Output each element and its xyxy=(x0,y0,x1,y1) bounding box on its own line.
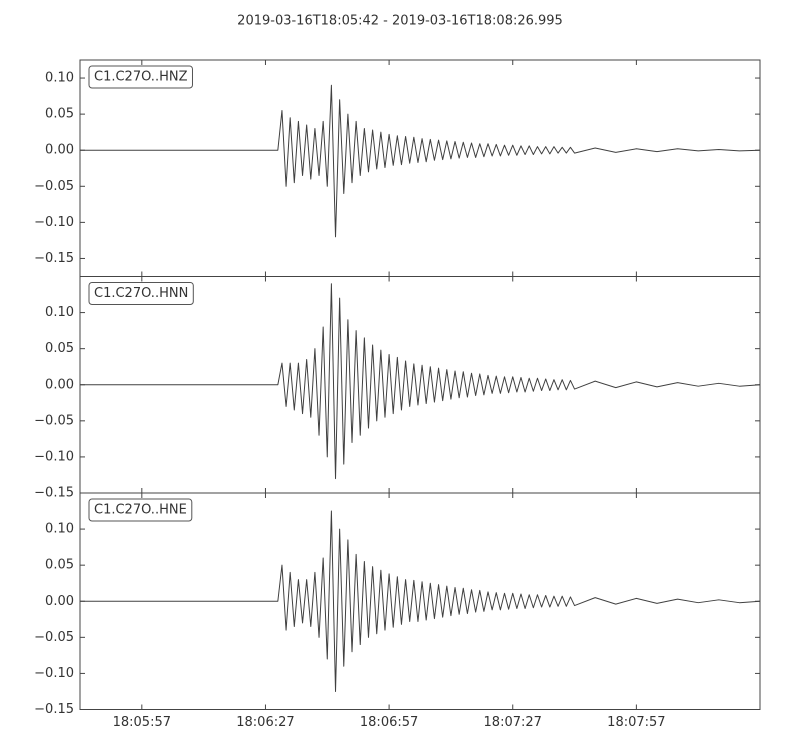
x-tick-label: 18:05:57 xyxy=(113,715,171,730)
y-tick-label: −0.15 xyxy=(34,486,74,501)
trace-label: C1.C27O..HNN xyxy=(94,286,188,301)
y-tick-label: −0.05 xyxy=(34,630,74,645)
x-tick-label: 18:06:27 xyxy=(236,715,294,730)
y-tick-label: 0.00 xyxy=(45,377,74,392)
trace xyxy=(80,84,761,238)
trace xyxy=(80,510,761,692)
x-tick-label: 18:07:57 xyxy=(607,715,665,730)
y-tick-label: −0.10 xyxy=(34,215,74,230)
x-tick-label: 18:06:57 xyxy=(360,715,418,730)
y-tick-label: 0.10 xyxy=(45,522,74,537)
y-tick-label: −0.15 xyxy=(34,251,74,266)
y-tick-label: 0.05 xyxy=(45,558,74,573)
y-tick-label: −0.05 xyxy=(34,413,74,428)
y-tick-label: −0.10 xyxy=(34,449,74,464)
trace-label-box xyxy=(88,282,194,305)
trace xyxy=(80,283,761,480)
y-tick-label: −0.10 xyxy=(34,666,74,681)
y-tick-label: −0.05 xyxy=(34,179,74,194)
y-tick-label: −0.15 xyxy=(34,702,74,717)
trace-label: C1.C27O..HNZ xyxy=(94,70,188,85)
chart-title: 2019-03-16T18:05:42 - 2019-03-16T18:08:2… xyxy=(237,14,563,29)
x-tick-label: 18:07:27 xyxy=(484,715,542,730)
y-tick-label: 0.05 xyxy=(45,341,74,356)
y-tick-label: 0.10 xyxy=(45,71,74,86)
y-tick-label: 0.05 xyxy=(45,107,74,122)
trace-label-box xyxy=(88,65,193,89)
y-tick-label: 0.00 xyxy=(45,594,74,609)
trace-label: C1.C27O..HNE xyxy=(94,503,187,518)
y-tick-label: 0.10 xyxy=(45,305,74,320)
y-tick-label: 0.00 xyxy=(45,143,74,158)
trace-label-box xyxy=(88,498,193,522)
